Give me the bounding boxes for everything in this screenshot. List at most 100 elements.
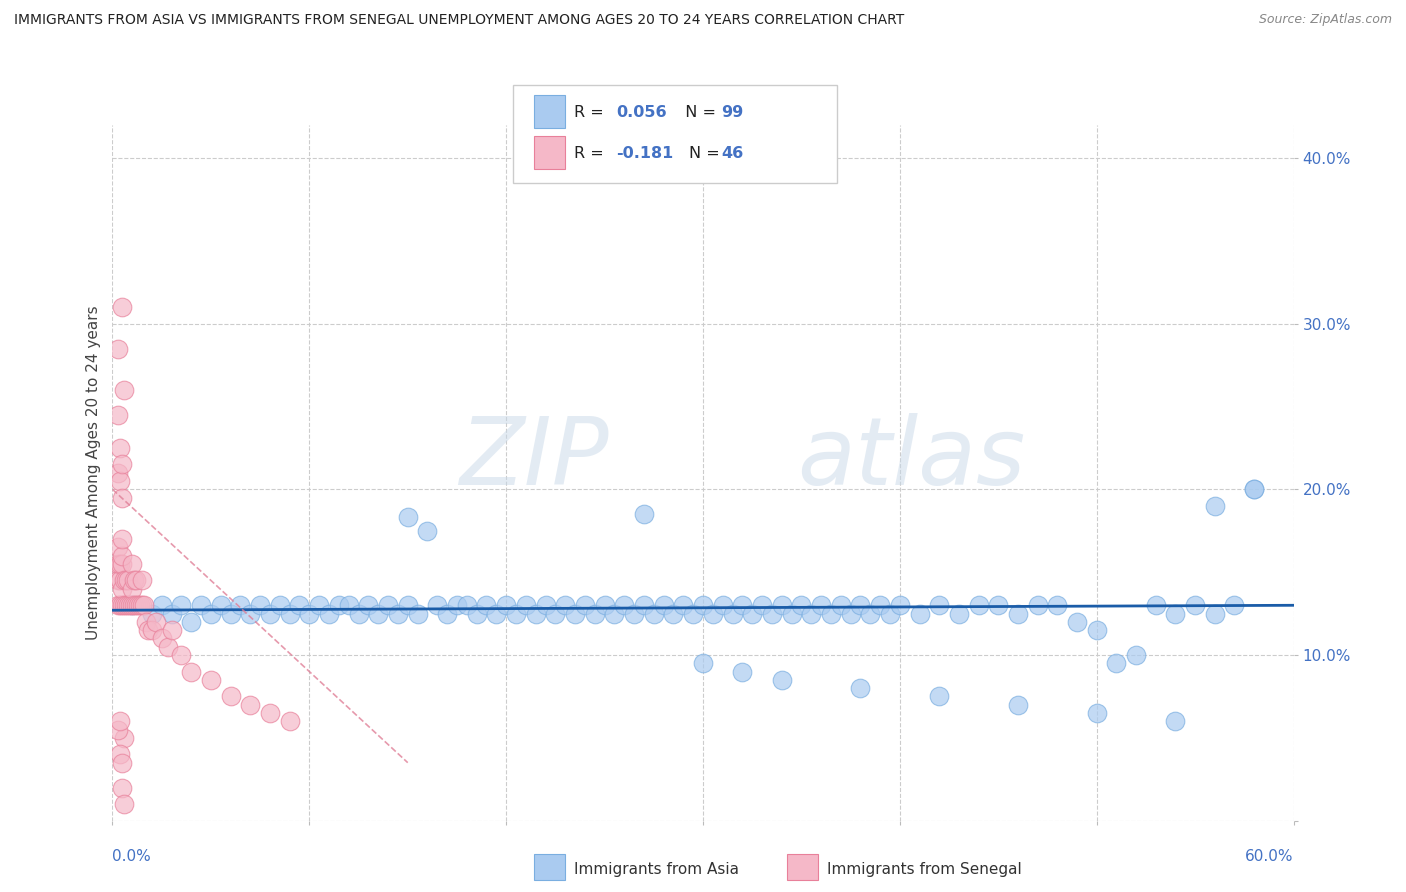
Point [111,780,134,795]
Point [1243,483,1265,497]
Point [180,615,202,629]
Point [495,599,517,613]
Point [259,706,281,720]
Point [318,607,340,621]
Point [278,607,301,621]
Point [692,657,714,671]
Point [741,607,763,621]
Point [613,599,636,613]
Point [1066,615,1088,629]
Point [107,599,129,613]
Point [112,797,135,811]
Point [790,599,813,613]
Point [200,673,222,687]
Point [436,607,458,621]
Point [564,607,586,621]
Point [122,574,145,588]
Point [111,458,134,472]
Point [107,408,129,422]
Point [1243,483,1265,497]
Point [721,607,744,621]
Point [633,599,655,613]
Text: Immigrants from Asia: Immigrants from Asia [574,863,738,877]
Point [505,607,527,621]
Point [1164,607,1187,621]
Point [879,607,901,621]
Point [112,731,135,745]
Point [170,599,193,613]
Point [1184,599,1206,613]
Point [396,599,419,613]
Point [120,599,142,613]
Point [682,607,704,621]
Point [1007,698,1029,712]
Point [111,557,134,571]
Point [107,723,129,737]
Point [367,607,389,621]
Point [278,714,301,729]
Point [219,690,242,704]
Point [111,549,134,563]
Text: 46: 46 [721,146,744,161]
Point [131,599,153,613]
Text: 0.056: 0.056 [616,105,666,120]
Point [259,607,281,621]
Point [111,599,134,613]
Point [121,599,143,613]
Point [111,300,134,314]
Point [347,607,370,621]
Point [623,607,645,621]
Point [908,607,931,621]
Point [141,623,163,637]
Y-axis label: Unemployment Among Ages 20 to 24 years: Unemployment Among Ages 20 to 24 years [86,305,101,640]
Point [190,599,212,613]
Point [131,574,153,588]
Point [396,510,419,524]
Point [141,607,163,621]
Point [859,607,882,621]
Point [1223,599,1246,613]
Point [117,574,139,588]
Text: R =: R = [574,105,609,120]
Point [928,690,950,704]
Text: Immigrants from Senegal: Immigrants from Senegal [827,863,1022,877]
Point [180,665,202,679]
Point [135,615,157,629]
Point [849,681,872,695]
Point [849,599,872,613]
Point [288,599,311,613]
Point [200,607,222,621]
Point [117,599,139,613]
Point [692,599,714,613]
Text: IMMIGRANTS FROM ASIA VS IMMIGRANTS FROM SENEGAL UNEMPLOYMENT AMONG AGES 20 TO 24: IMMIGRANTS FROM ASIA VS IMMIGRANTS FROM … [14,13,904,28]
Point [1125,648,1147,662]
Point [127,599,149,613]
Point [121,582,143,596]
Point [593,599,616,613]
Point [761,607,783,621]
Text: N =: N = [675,105,721,120]
Point [160,607,183,621]
Point [111,491,134,505]
Point [111,582,134,596]
Point [337,599,360,613]
Point [770,599,793,613]
Point [110,474,132,488]
Point [820,607,842,621]
Point [107,466,129,480]
Point [928,599,950,613]
Point [770,673,793,687]
Point [110,441,132,455]
Point [150,599,173,613]
Point [125,574,148,588]
Point [948,607,970,621]
Point [465,607,488,621]
Point [269,599,291,613]
Point [456,599,478,613]
Point [1007,607,1029,621]
Point [107,557,129,571]
Point [406,607,429,621]
Point [387,607,409,621]
Point [110,557,132,571]
Point [652,599,675,613]
